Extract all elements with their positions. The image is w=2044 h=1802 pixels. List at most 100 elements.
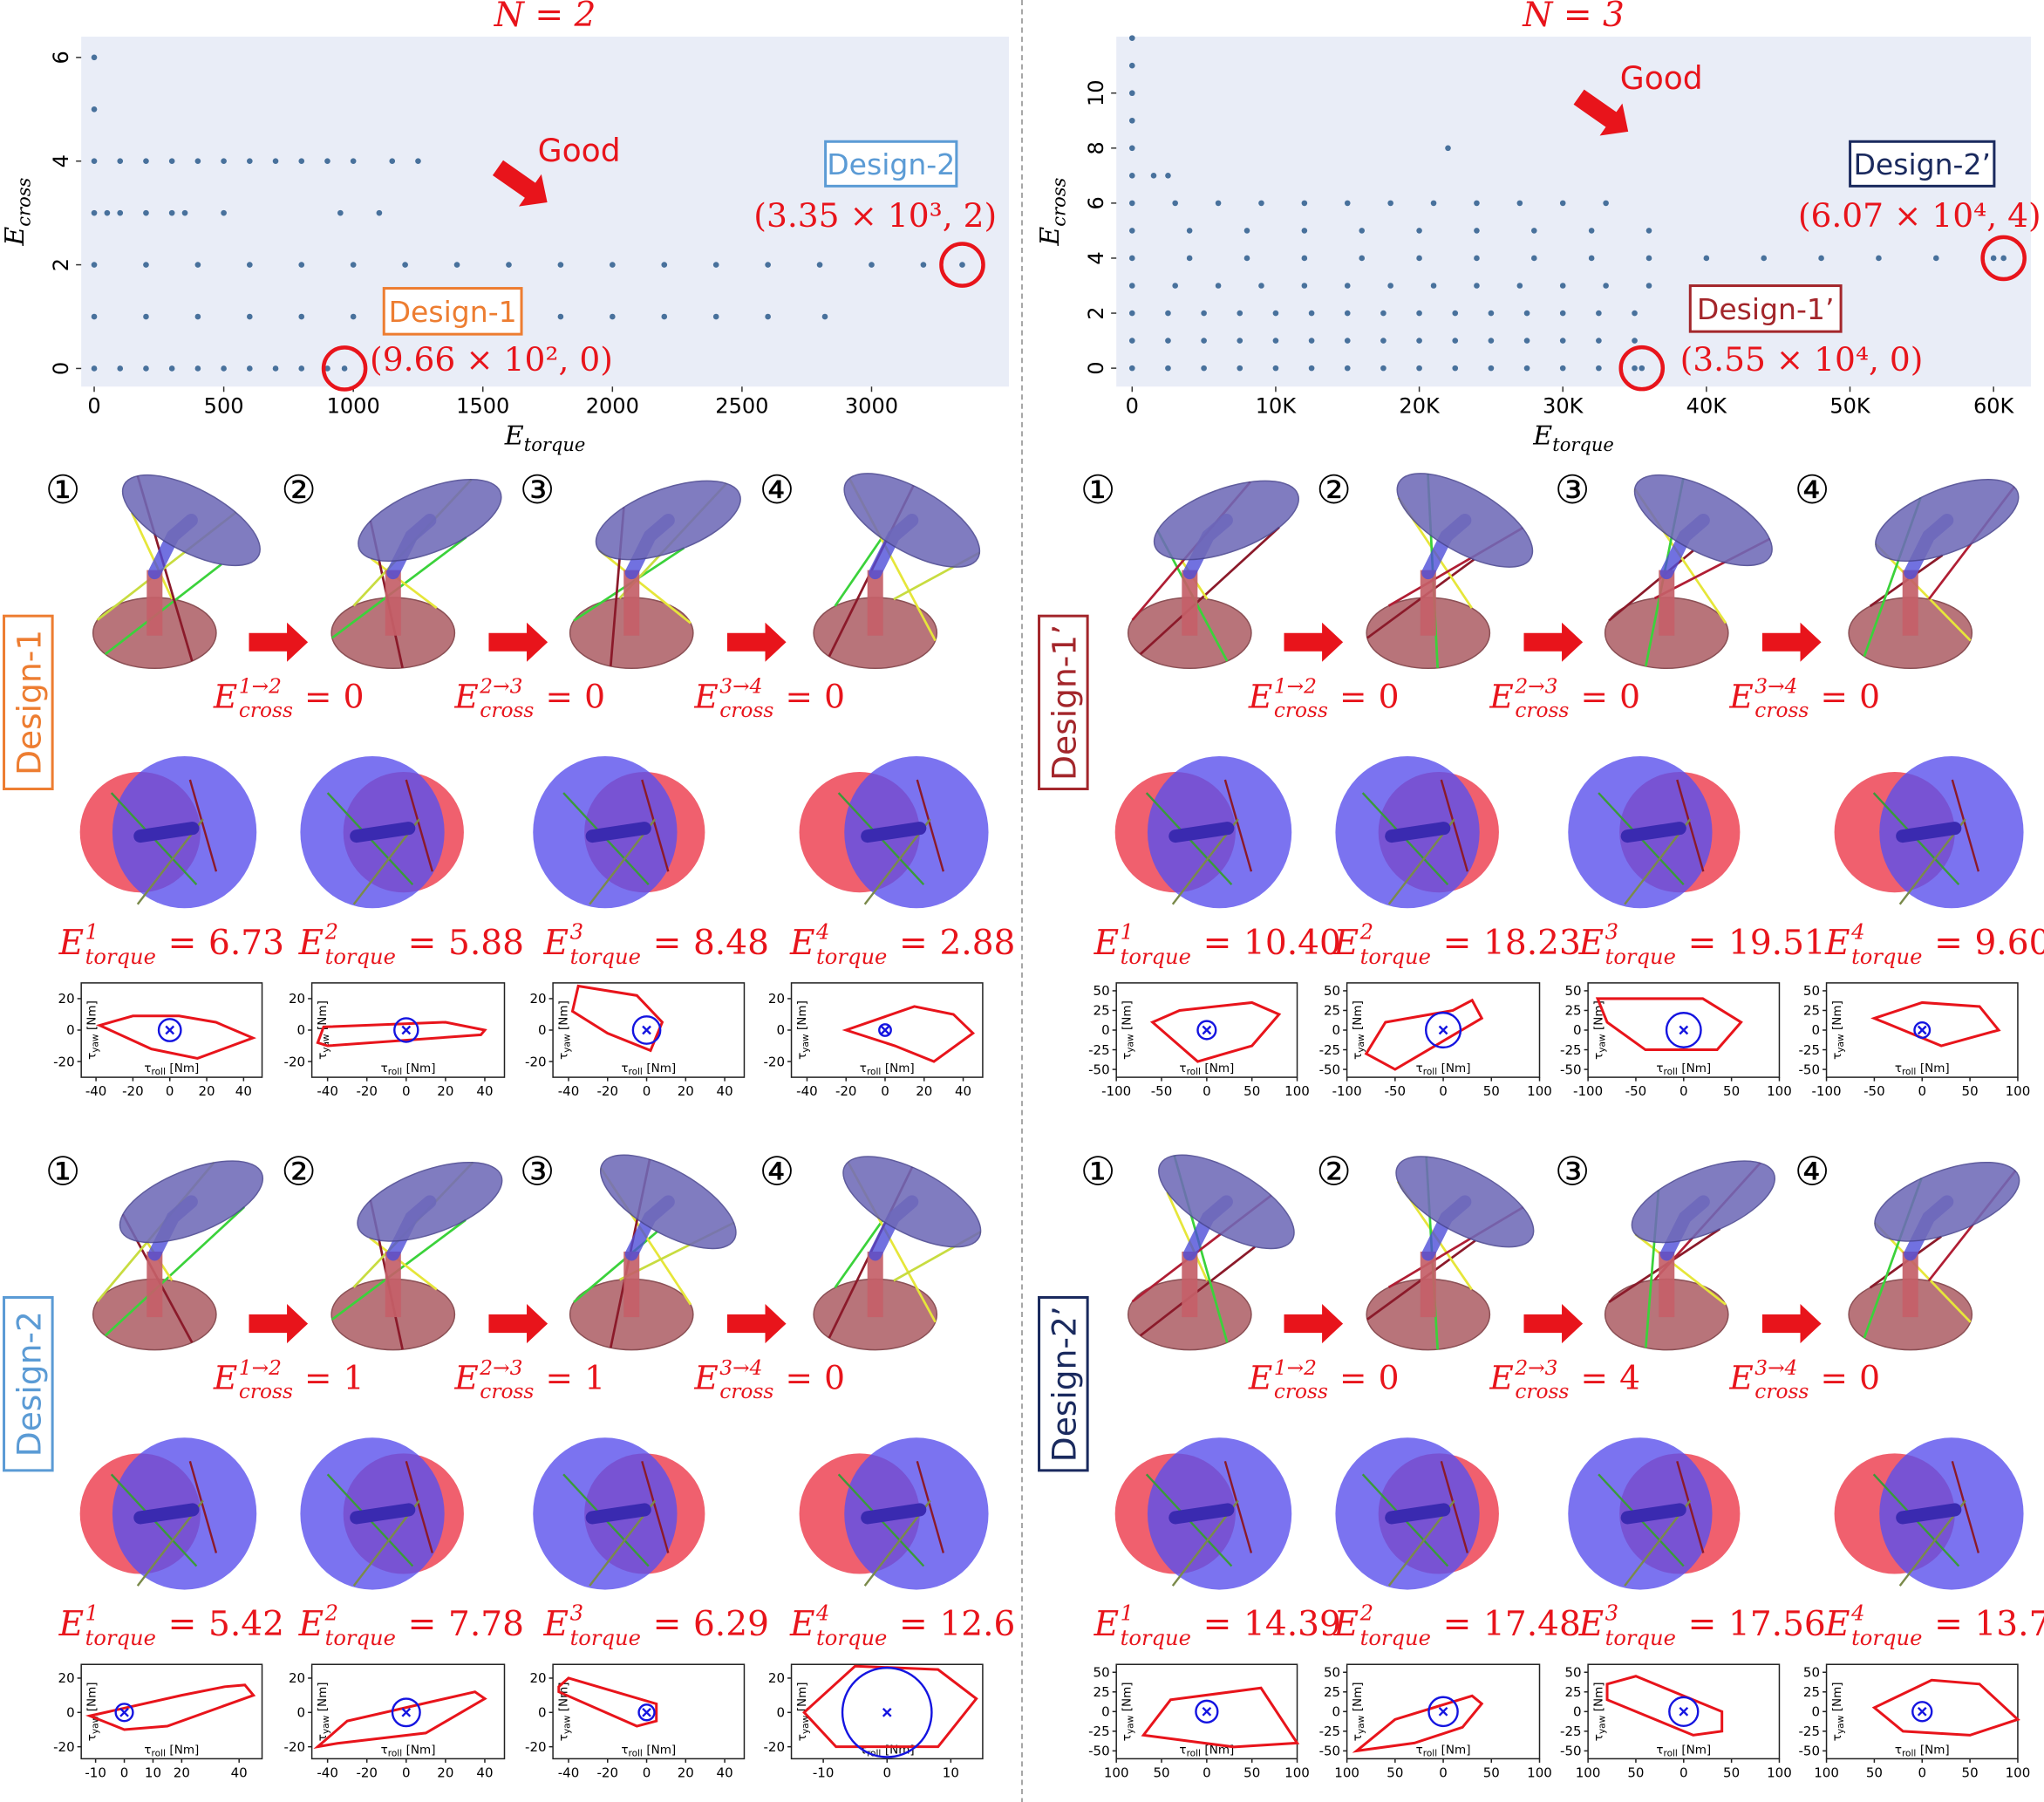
point: [194, 158, 201, 165]
label-sub: roll: [1902, 1067, 1916, 1077]
y-axis-label: τyaw [Nm]: [1121, 1000, 1136, 1060]
label-unit: [Nm]: [1681, 1061, 1711, 1075]
point: [1128, 200, 1135, 207]
design-box: [1849, 140, 1996, 188]
point: [1128, 255, 1135, 262]
label-sub: roll: [1423, 1067, 1437, 1077]
robot-column: [385, 1251, 401, 1318]
label-base: τ: [557, 1734, 571, 1741]
superscript: 3→4: [1754, 674, 1797, 698]
cable-top: [1440, 779, 1469, 872]
link-top: [350, 1503, 416, 1525]
x-tick-label: 1500: [456, 393, 509, 418]
label-sub: yaw: [1836, 1715, 1846, 1734]
point: [194, 313, 201, 320]
point: [1632, 310, 1638, 317]
y-tick-label: 8: [1084, 141, 1108, 154]
step-arrow: [726, 1304, 787, 1344]
x-tick-label: 20: [437, 1764, 453, 1780]
x-tick-label: 30K: [1543, 393, 1584, 418]
label-sub: roll: [1664, 1067, 1678, 1077]
point: [168, 209, 175, 216]
equals: =: [1443, 1605, 1472, 1644]
point: [610, 313, 616, 320]
point: [1344, 283, 1351, 289]
label-sub: yaw: [1126, 1034, 1136, 1053]
x-axis-label: τroll [Nm]: [621, 1061, 676, 1077]
x-tick-label: 50: [1387, 1764, 1403, 1780]
cable-top: [1676, 779, 1705, 872]
value: 0: [824, 1359, 845, 1397]
equals: =: [304, 677, 331, 715]
label-base: τ: [1179, 1061, 1186, 1075]
label-unit: [Nm]: [169, 1743, 199, 1757]
step-number: ②: [1316, 467, 1351, 513]
x-tick-label: 0: [1679, 1764, 1688, 1780]
label-unit: [Nm]: [1351, 1682, 1365, 1711]
robot-plate: [599, 1154, 737, 1250]
label-base: τ: [316, 1734, 330, 1741]
point: [1632, 338, 1638, 344]
subscript: torque: [1851, 945, 1922, 969]
design-tag-box: [1038, 1296, 1089, 1472]
value: 0: [824, 677, 845, 715]
label-unit: [Nm]: [1920, 1061, 1950, 1075]
x-tick-label: 50: [1723, 1764, 1740, 1780]
robot-column: [867, 570, 883, 636]
robot: [569, 1154, 737, 1351]
point: [143, 313, 149, 320]
label-sub: yaw: [1126, 1715, 1136, 1734]
subscript: torque: [1605, 945, 1676, 969]
point: [1272, 365, 1279, 372]
y-tick-label: -50: [1560, 1744, 1582, 1759]
symbol: E: [543, 1605, 569, 1644]
robot-plate: [1153, 480, 1299, 561]
label-unit: [Nm]: [1204, 1061, 1234, 1075]
y-tick-label: 0: [1084, 361, 1108, 374]
x-tick-label: -40: [558, 1764, 580, 1780]
x-tick-label: 1000: [327, 393, 380, 418]
point: [104, 209, 111, 216]
point: [610, 262, 616, 268]
link-top: [133, 822, 200, 843]
y-tick-label: 0: [776, 1705, 785, 1721]
label-base: τ: [1895, 1061, 1902, 1075]
step-number: ②: [1316, 1148, 1351, 1194]
y-tick-label: 25: [1564, 1684, 1581, 1700]
y-tick-label: 0: [1811, 1022, 1820, 1038]
y-tick-label: 0: [297, 1022, 306, 1038]
symbol: E: [1094, 924, 1120, 963]
cable-top: [916, 779, 945, 872]
point: [1516, 283, 1523, 289]
label-unit: [Nm]: [1830, 1682, 1844, 1711]
x-tick-label: 100: [1284, 1764, 1310, 1780]
design-label: Design-1’: [1697, 292, 1835, 326]
x-axis-label: Etorque: [1532, 420, 1614, 455]
feasible-polygon: [316, 1020, 487, 1048]
equals: =: [1934, 924, 1963, 963]
value: 17.56: [1728, 1605, 1826, 1644]
highlight-circle: [1618, 345, 1666, 392]
x-tick-label: -10: [813, 1764, 835, 1780]
x-tick-label: 100: [1104, 1764, 1129, 1780]
x-tick-label: 100: [1527, 1083, 1552, 1099]
required-circle: [1911, 1701, 1933, 1723]
y-tick-label: 0: [1573, 1022, 1582, 1038]
symbol: E: [1578, 924, 1605, 963]
point: [506, 262, 512, 268]
label-unit: [Nm]: [85, 1682, 99, 1711]
point: [91, 209, 98, 216]
label-unit: [Nm]: [795, 1682, 809, 1711]
value: 7.78: [448, 1605, 524, 1644]
point: [765, 262, 771, 268]
x-tick-label: 20: [678, 1764, 694, 1780]
step-number: ①: [1080, 467, 1115, 513]
subscript: cross: [1754, 1380, 1809, 1403]
point: [324, 158, 330, 165]
y-tick-label: 6: [1084, 196, 1108, 209]
label-sub: yaw: [801, 1715, 811, 1734]
cable: [130, 512, 174, 600]
point: [821, 313, 828, 320]
